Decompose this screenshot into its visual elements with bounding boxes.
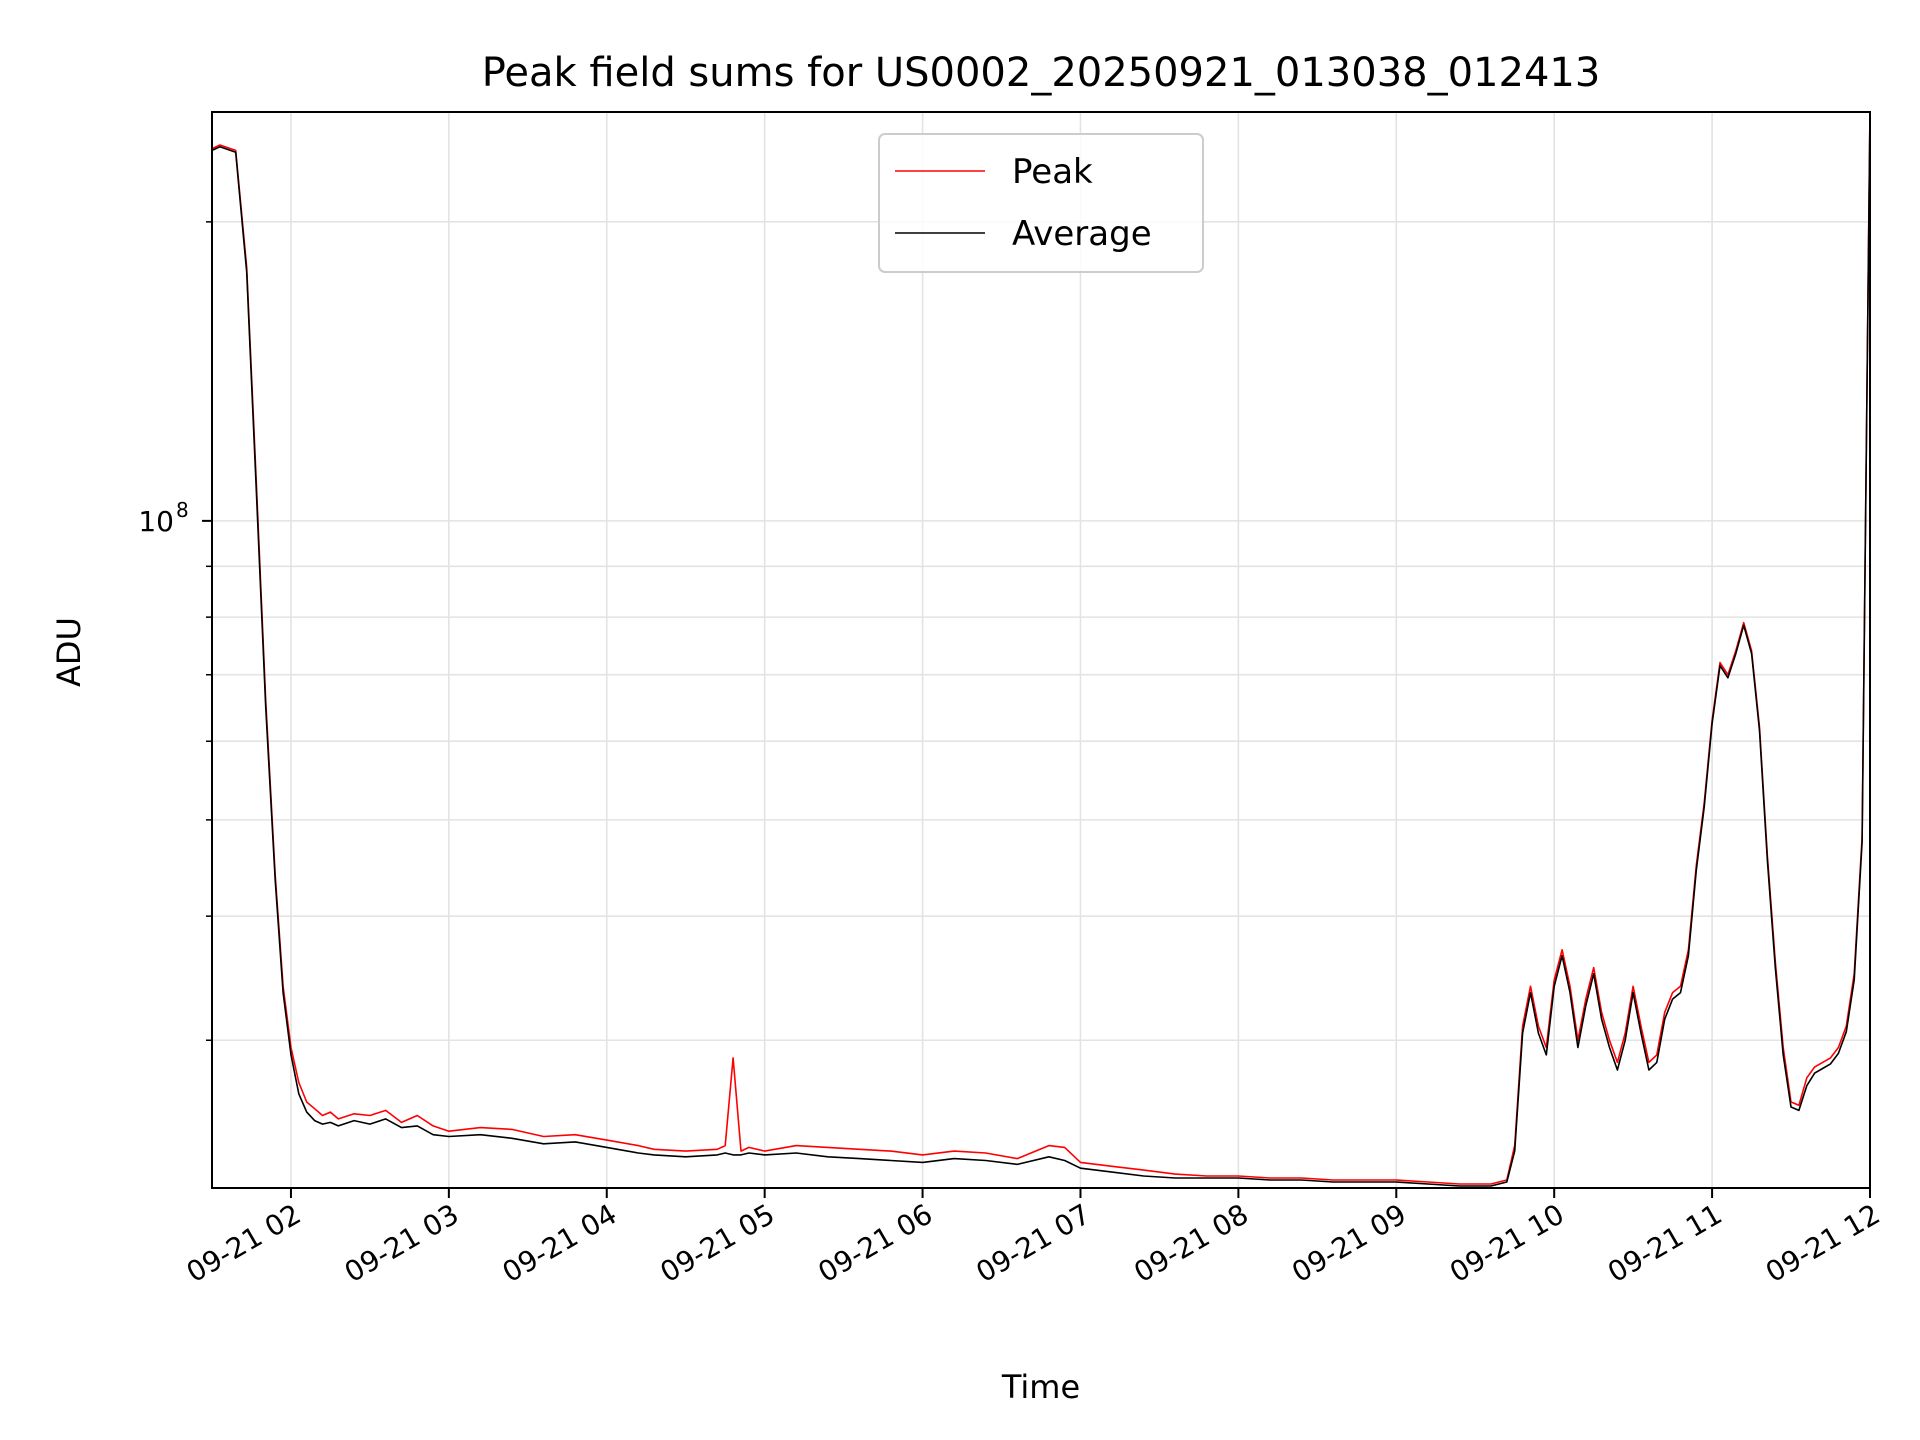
- legend-average-label: Average: [1012, 214, 1152, 254]
- y-tick-label: 10: [138, 505, 174, 538]
- legend-peak-label: Peak: [1012, 152, 1093, 192]
- legend: Peak Average: [878, 133, 1204, 273]
- series-lines: [212, 112, 1870, 1187]
- x-axis-label: Time: [1001, 1368, 1080, 1406]
- series-line-peak: [212, 112, 1870, 1185]
- plot-frame: [211, 111, 1871, 1189]
- plot-area: [212, 112, 1870, 1187]
- legend-box: [878, 133, 1204, 273]
- series-line-average: [212, 112, 1870, 1187]
- y-tick-label-base: 10: [138, 505, 174, 538]
- chart-title: Peak field sums for US0002_20250921_0130…: [482, 50, 1601, 96]
- y-axis-label: ADU: [50, 617, 88, 687]
- y-tick-label-exponent: 8: [176, 498, 189, 522]
- y-axis-ticks: 10 8: [138, 221, 212, 1042]
